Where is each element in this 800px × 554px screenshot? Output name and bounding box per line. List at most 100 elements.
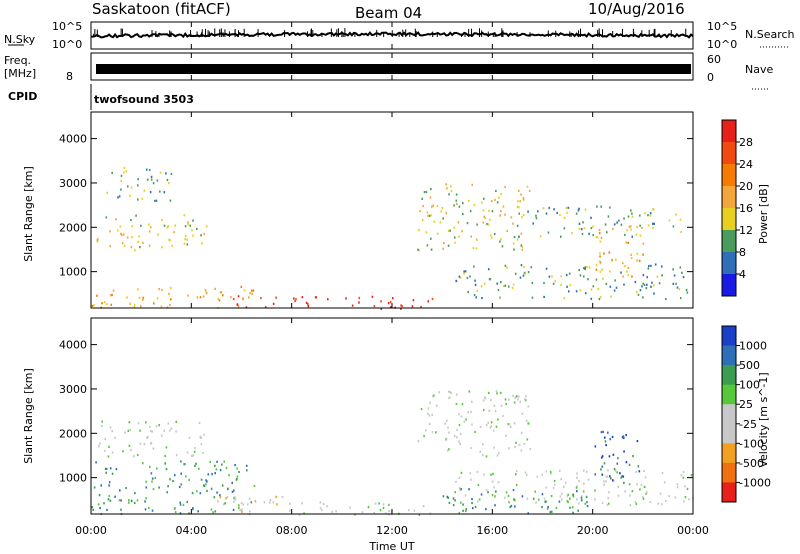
data-cell <box>145 480 147 483</box>
data-cell <box>646 491 648 494</box>
data-cell <box>184 225 187 228</box>
data-cell <box>236 475 239 478</box>
data-cell <box>126 296 128 299</box>
data-cell <box>627 215 630 218</box>
data-cell <box>496 201 499 204</box>
data-cell <box>272 501 275 504</box>
data-cell <box>418 513 421 517</box>
data-cell <box>186 500 189 504</box>
data-cell <box>522 198 525 201</box>
data-cell <box>112 289 115 292</box>
data-cell <box>169 303 171 307</box>
data-cell <box>595 268 598 271</box>
data-cell <box>186 243 189 246</box>
data-cell <box>275 296 277 299</box>
data-cell <box>610 295 612 298</box>
data-cell <box>474 430 476 434</box>
data-cell <box>458 205 461 208</box>
data-cell <box>578 227 581 230</box>
data-cell <box>550 510 553 513</box>
data-cell <box>524 471 527 474</box>
data-cell <box>481 454 484 457</box>
data-cell <box>240 285 243 288</box>
data-cell <box>663 481 666 484</box>
data-cell <box>507 494 510 498</box>
data-cell <box>532 222 535 225</box>
data-cell <box>684 485 686 488</box>
data-cell <box>351 304 354 307</box>
data-cell <box>590 227 593 230</box>
data-cell <box>301 502 303 505</box>
data-cell <box>400 304 402 307</box>
data-cell <box>636 290 638 294</box>
data-cell <box>165 172 167 175</box>
data-cell <box>629 504 632 507</box>
data-cell <box>141 197 144 200</box>
data-cell <box>601 268 603 271</box>
data-cell <box>382 506 385 510</box>
data-cell <box>563 297 566 300</box>
data-cell <box>615 258 617 261</box>
data-cell <box>430 248 433 251</box>
data-cell <box>134 491 136 495</box>
data-cell <box>154 476 157 480</box>
data-cell <box>497 418 499 421</box>
nsearch-label: N.Search <box>745 28 795 41</box>
data-cell <box>425 190 428 194</box>
data-cell <box>245 464 248 467</box>
data-cell <box>209 460 212 463</box>
data-cell <box>427 214 429 217</box>
data-cell <box>521 495 524 498</box>
data-cell <box>150 472 153 475</box>
data-cell <box>148 244 151 247</box>
data-cell <box>545 212 548 215</box>
data-cell <box>514 446 516 449</box>
data-cell <box>120 499 122 502</box>
data-cell <box>435 404 438 407</box>
data-cell <box>446 495 449 498</box>
data-cell <box>587 278 589 281</box>
data-cell <box>436 232 439 235</box>
data-cell <box>184 234 187 238</box>
data-cell <box>505 434 507 437</box>
data-cell <box>133 303 136 306</box>
data-cell <box>192 454 194 457</box>
nsearch-tick-bottom: 10^0 <box>707 38 737 51</box>
data-cell <box>516 398 519 401</box>
data-cell <box>599 261 602 264</box>
data-cell <box>571 231 573 235</box>
data-cell <box>652 208 654 211</box>
data-cell <box>642 274 645 277</box>
data-cell <box>500 238 502 241</box>
data-cell <box>423 190 426 194</box>
y-tick-label: 2000 <box>59 221 87 234</box>
data-cell <box>575 486 578 489</box>
data-cell <box>628 463 631 466</box>
data-cell <box>502 205 505 208</box>
data-cell <box>598 231 601 235</box>
data-cell <box>453 434 456 438</box>
data-cell <box>194 464 196 467</box>
data-cell <box>638 470 641 473</box>
data-cell <box>480 493 483 496</box>
data-cell <box>484 217 486 220</box>
data-cell <box>115 218 117 221</box>
data-cell <box>130 499 133 502</box>
colorbar-swatch <box>722 482 736 503</box>
data-cell <box>199 492 202 495</box>
colorbar-swatch <box>722 164 736 187</box>
data-cell <box>125 486 127 490</box>
data-cell <box>462 509 464 512</box>
data-cell <box>594 489 596 492</box>
data-cell <box>202 451 204 455</box>
colorbar-tick-label: 24 <box>739 158 753 171</box>
data-cell <box>98 445 100 448</box>
data-cell <box>331 510 333 513</box>
data-cell <box>634 280 637 284</box>
data-cell <box>210 487 213 490</box>
data-cell <box>149 430 152 433</box>
data-cell <box>425 231 428 234</box>
data-cell <box>458 412 460 416</box>
data-cell <box>169 429 171 432</box>
data-cell <box>569 284 572 287</box>
